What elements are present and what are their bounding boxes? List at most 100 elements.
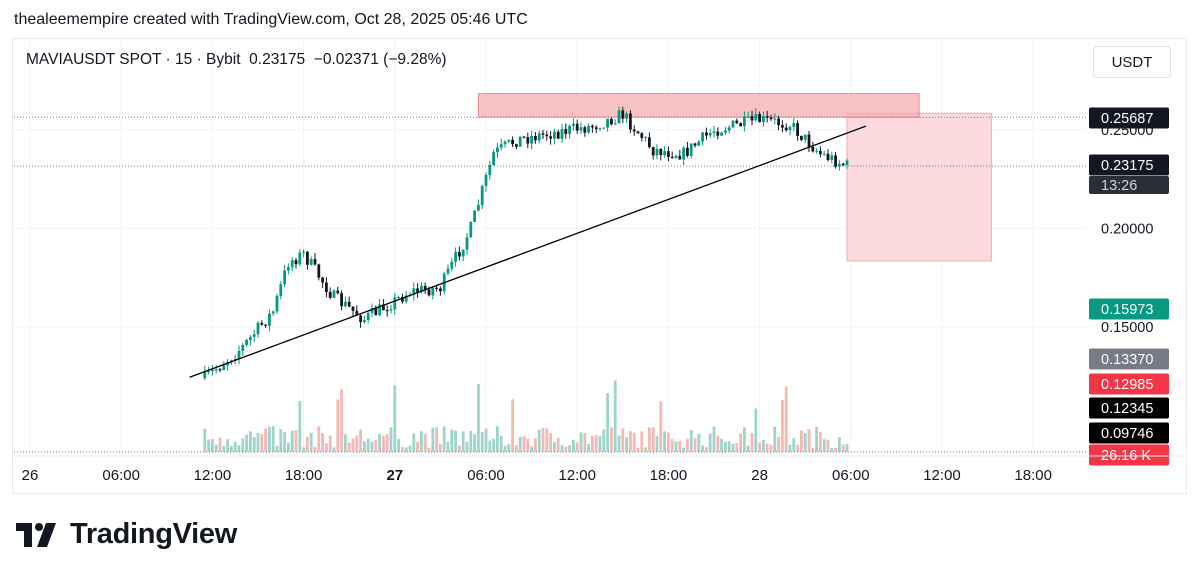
candle — [522, 136, 526, 138]
volume-bar — [568, 445, 571, 452]
volume-bar — [625, 437, 628, 452]
candle — [826, 153, 830, 160]
volume-bar — [446, 441, 450, 452]
price-tag-label: 13:26 — [1101, 178, 1137, 194]
candle — [841, 163, 845, 166]
candle — [211, 369, 214, 372]
candle — [762, 116, 765, 123]
volume-bar — [750, 432, 754, 452]
candle — [773, 118, 777, 120]
volume-bar — [572, 440, 575, 452]
time-axis-label: 27 — [386, 467, 403, 484]
candle — [830, 155, 834, 160]
price-axis-label: 0.20000 — [1101, 222, 1153, 238]
price-tag — [1089, 397, 1169, 419]
volume-bar — [416, 442, 419, 452]
volume-bar — [290, 430, 294, 452]
price-tag-label: 0.12345 — [1101, 401, 1153, 417]
volume-bar — [758, 442, 761, 452]
volume-bar — [496, 426, 499, 452]
candle — [340, 293, 343, 307]
volume-bar — [587, 444, 590, 452]
volume-bar — [321, 433, 324, 452]
volume-bar — [819, 431, 822, 452]
volume-bar — [545, 428, 549, 452]
candle — [401, 297, 404, 302]
candle — [484, 174, 488, 186]
candle — [458, 252, 461, 257]
candle — [583, 127, 587, 133]
candle — [746, 116, 750, 118]
candle — [716, 131, 720, 136]
volume-bar — [613, 380, 617, 452]
volume-bar — [792, 438, 796, 452]
volume-bar — [640, 431, 644, 452]
candle — [724, 130, 727, 133]
candle — [845, 160, 849, 166]
candle — [777, 118, 780, 126]
candle — [594, 127, 598, 130]
snapshot-caption: thealeemempire created with TradingView.… — [14, 11, 528, 28]
symbol-legend[interactable]: MAVIAUSDT SPOT · 15 · Bybit 0.23175 −0.0… — [26, 51, 447, 68]
volume-bar — [583, 433, 587, 452]
volume-bar — [488, 440, 492, 452]
candle — [602, 127, 606, 129]
volume-bar — [374, 439, 378, 452]
candle — [461, 249, 465, 257]
volume-bar — [351, 438, 355, 452]
candle — [351, 306, 355, 311]
candle — [682, 147, 685, 160]
volume-bar — [203, 428, 207, 452]
candle — [796, 123, 799, 136]
symbol-name: MAVIAUSDT SPOT — [26, 51, 162, 68]
volume-bar — [689, 429, 693, 452]
candle — [625, 113, 628, 119]
candle — [363, 320, 366, 323]
tradingview-logo: TradingView — [16, 518, 237, 551]
candle — [382, 304, 385, 311]
chart-frame[interactable] — [12, 38, 1187, 494]
candle — [750, 116, 754, 121]
candle — [617, 110, 621, 124]
candle — [214, 369, 218, 371]
price-tag-label: 0.12985 — [1101, 377, 1153, 393]
candle — [473, 210, 476, 223]
volume-bar — [743, 427, 746, 452]
volume-bar — [214, 444, 218, 452]
volume-bar — [579, 432, 583, 452]
candle — [237, 350, 241, 359]
volume-bar — [667, 432, 670, 452]
currency-button[interactable]: USDT — [1093, 46, 1171, 78]
candle — [275, 295, 279, 312]
candle — [249, 336, 252, 340]
candle — [389, 309, 393, 311]
volume-bar — [480, 432, 484, 452]
volume-bar — [279, 429, 283, 452]
volume-bar — [283, 432, 286, 452]
volume-bar — [378, 434, 381, 452]
candle — [496, 147, 499, 153]
candle — [290, 260, 294, 268]
volume-bar — [271, 426, 275, 452]
volume-bar — [727, 441, 731, 452]
candle — [720, 132, 723, 136]
candle — [613, 123, 617, 125]
candle — [435, 287, 438, 289]
volume-bar — [477, 383, 480, 452]
candle — [731, 120, 735, 128]
candle — [366, 312, 370, 321]
price-tag — [1089, 373, 1169, 395]
volume-bar — [845, 443, 849, 452]
volume-bar — [629, 431, 632, 452]
volume-bar — [541, 427, 545, 452]
volume-bar — [549, 432, 552, 452]
time-axis-label: 12:00 — [194, 467, 232, 484]
volume-bar — [800, 430, 803, 452]
candle — [670, 156, 674, 158]
volume-bar — [260, 434, 264, 452]
volume-bar — [537, 429, 541, 452]
volume-bar — [207, 439, 210, 452]
candle — [765, 116, 769, 118]
volume-bar — [655, 435, 659, 452]
